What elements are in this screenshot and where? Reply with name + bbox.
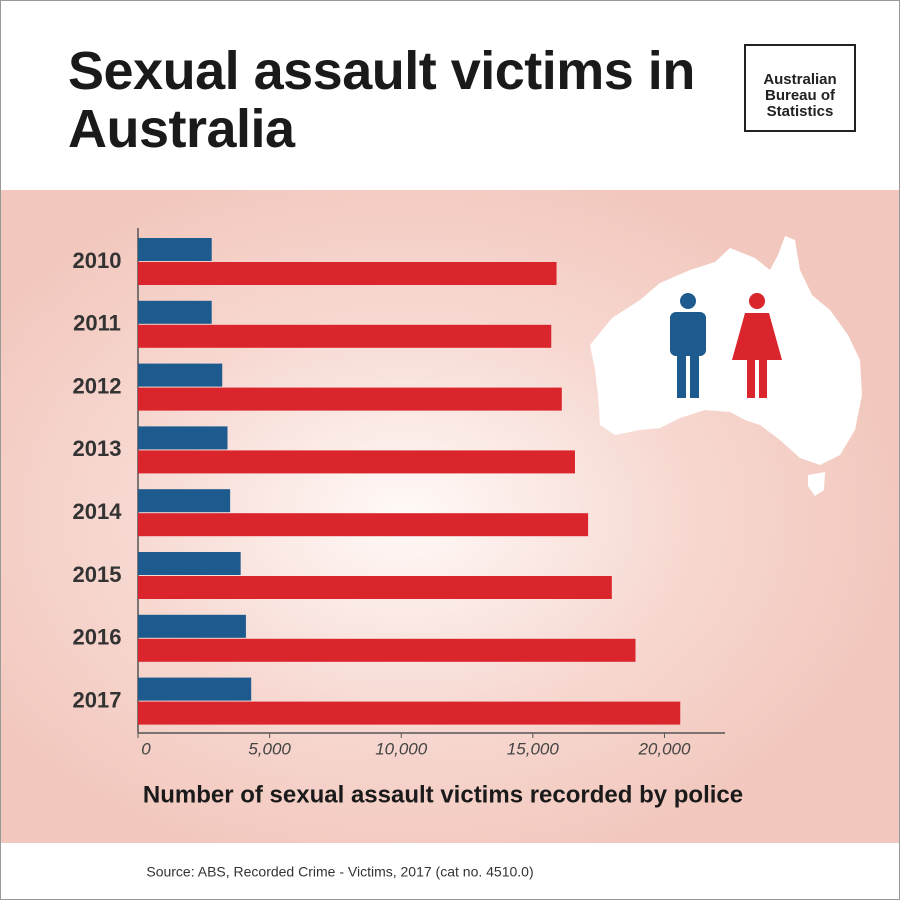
bar <box>138 300 212 324</box>
australia-map <box>590 236 862 496</box>
y-tick-label: 2014 <box>73 499 123 524</box>
x-axis-label: Number of sexual assault victims recorde… <box>143 781 743 808</box>
bar <box>138 614 246 638</box>
x-tick-label: 0 <box>141 739 151 758</box>
bar <box>138 450 575 474</box>
bar <box>138 576 612 599</box>
logo-line: Australian <box>763 71 837 88</box>
x-tick-label: 10,000 <box>375 739 428 758</box>
bar <box>138 262 557 285</box>
x-tick-label: 20,000 <box>637 739 691 758</box>
bar <box>138 552 241 575</box>
y-tick-label: 2016 <box>73 625 122 650</box>
y-tick-label: 2013 <box>73 436 122 461</box>
bar <box>138 638 636 662</box>
bar <box>138 238 212 261</box>
bar <box>138 489 231 513</box>
y-tick-label: 2012 <box>73 373 122 398</box>
y-tick-label: 2011 <box>73 311 121 336</box>
logo-line: Bureau of <box>764 87 835 104</box>
bar <box>138 363 223 387</box>
source: Source: ABS, Recorded Crime - Victims, 2… <box>146 864 533 880</box>
logo: Australian Bureau of Statistics <box>744 44 856 132</box>
bar <box>138 677 252 701</box>
bar <box>138 513 589 537</box>
bar <box>138 426 228 450</box>
bar <box>138 387 562 411</box>
bar <box>138 324 552 348</box>
title: Sexual assault victims in Australia <box>68 41 695 159</box>
y-tick-label: 2017 <box>73 687 122 712</box>
x-tick-label: 15,000 <box>507 739 560 758</box>
y-tick-label: 2015 <box>73 562 122 587</box>
y-tick-label: 2010 <box>73 248 122 273</box>
logo-line: Statistics <box>766 103 834 120</box>
x-tick-label: 5,000 <box>248 739 291 758</box>
bar <box>138 701 681 725</box>
